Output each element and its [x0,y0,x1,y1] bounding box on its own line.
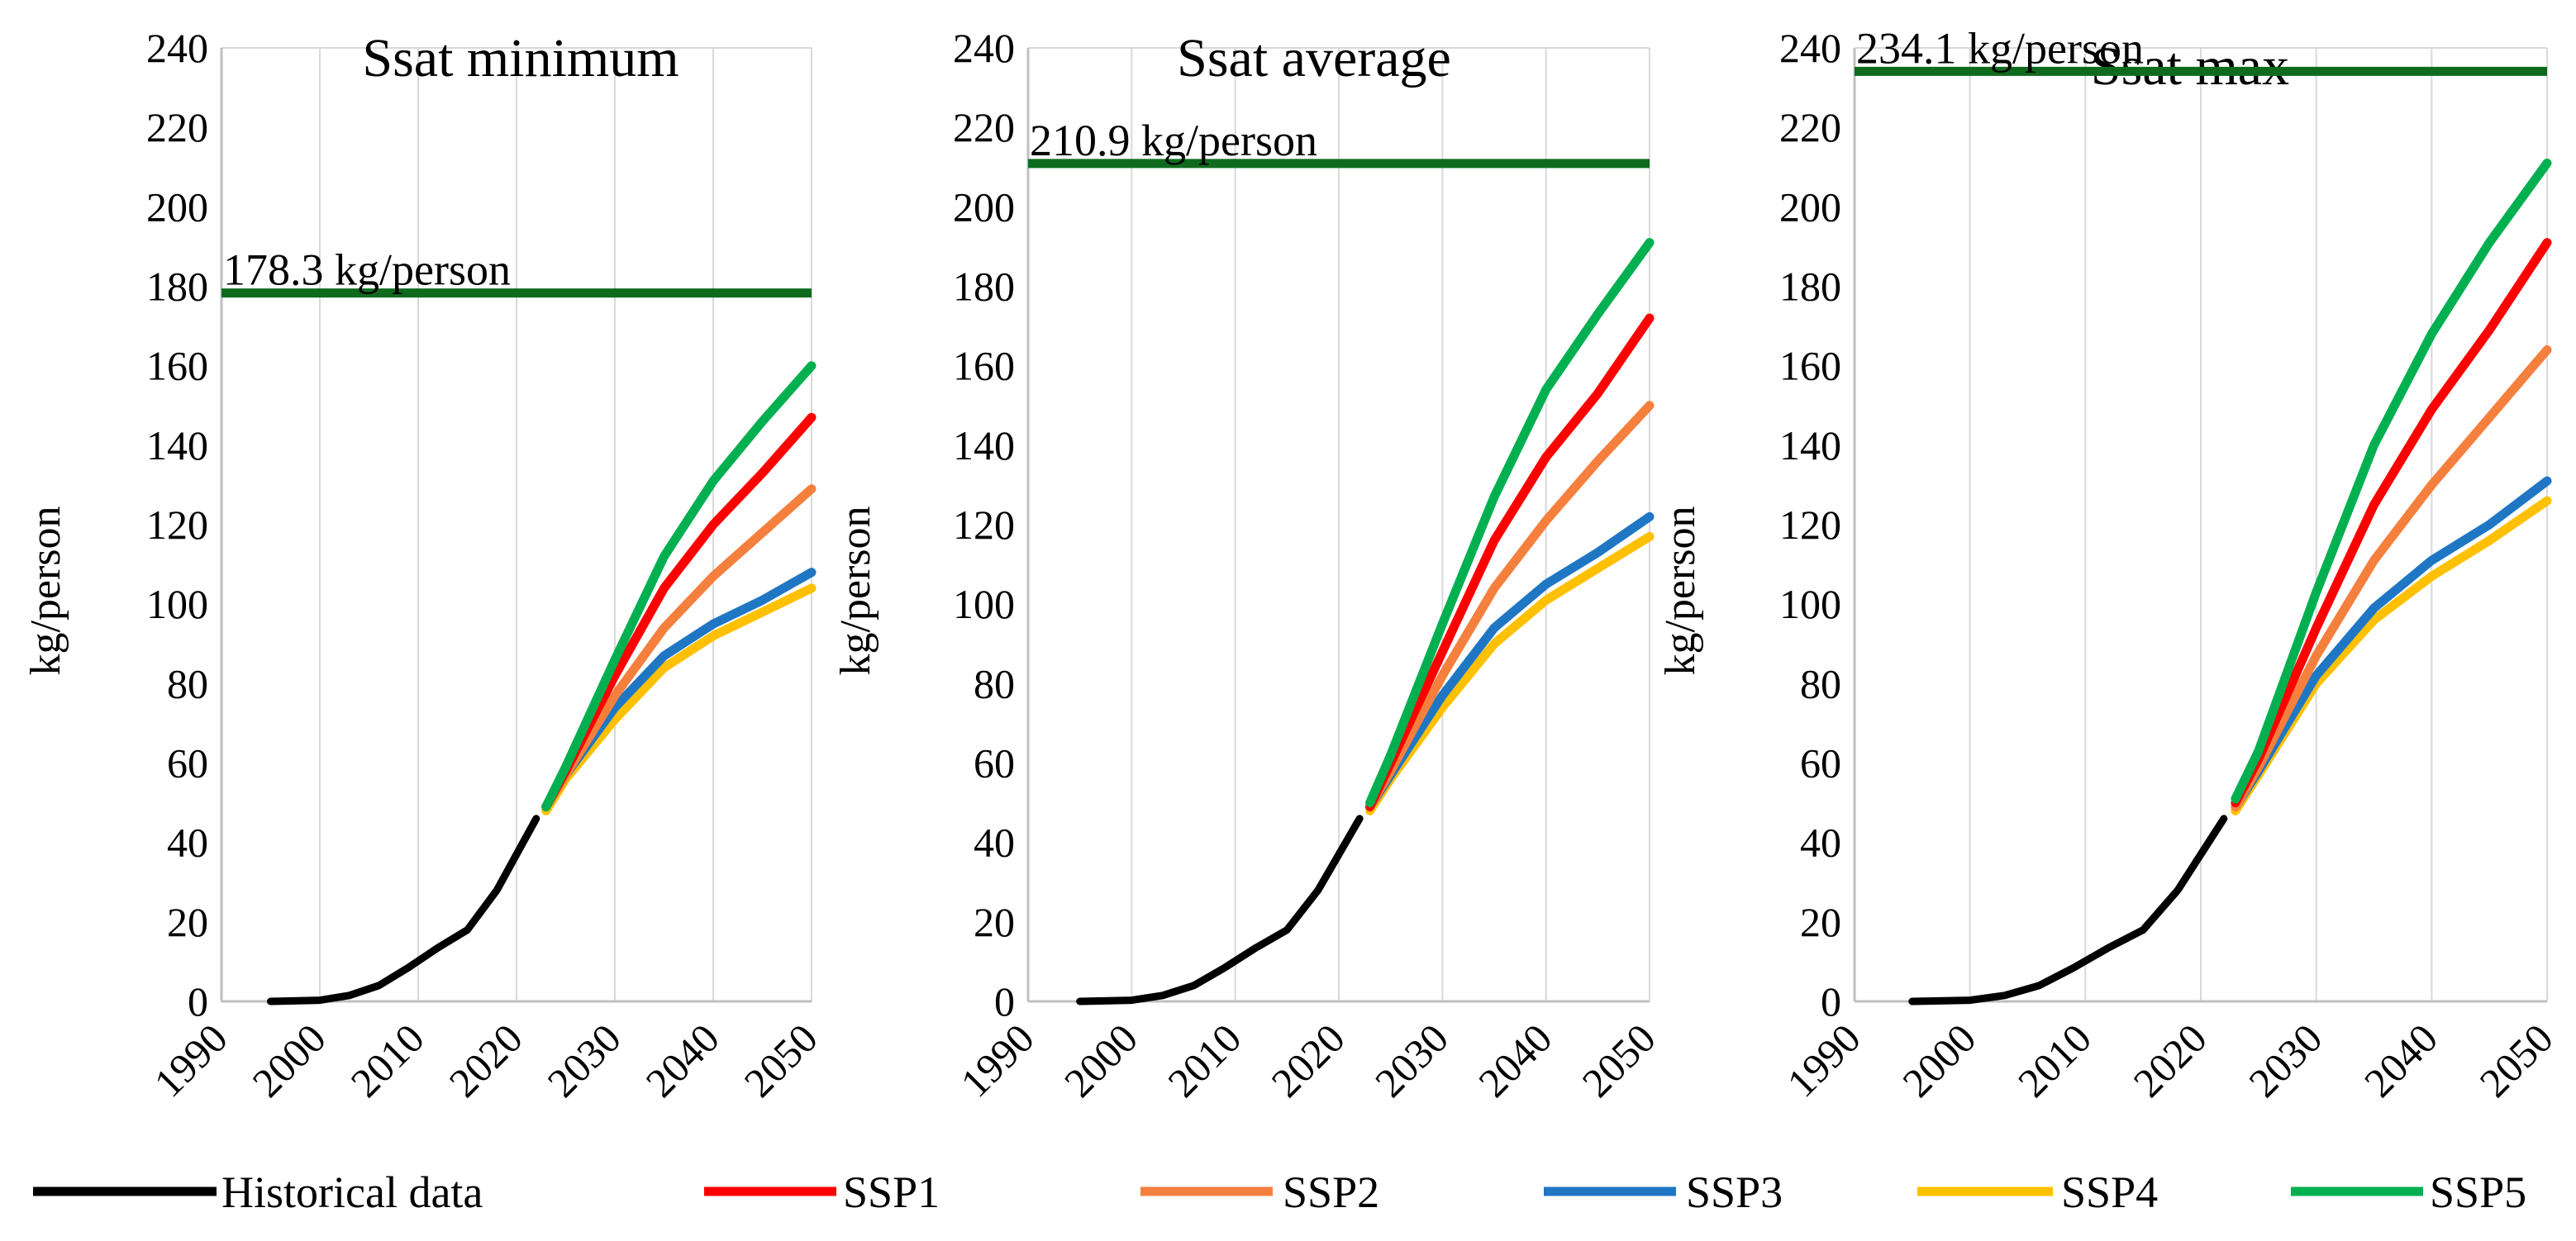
y-tick-label: 60 [167,740,208,787]
y-tick-label: 140 [146,422,208,468]
y-tick-label: 240 [146,25,208,71]
y-tick-label: 220 [953,104,1015,150]
y-tick-label: 40 [167,820,208,866]
series-line-historical [1908,815,2228,1006]
legend-label-historical: Historical data [221,1167,483,1217]
saturation-label: 178.3 kg/person [223,245,511,295]
legend-label-ssp2: SSP2 [1283,1167,1379,1217]
y-tick-label: 100 [1779,581,1841,627]
y-tick-label: 0 [1821,978,1841,1025]
legend-label-ssp1: SSP1 [843,1167,940,1217]
series-line-historical [1076,815,1364,1006]
saturation-label: 210.9 kg/person [1030,116,1317,165]
y-tick-label: 80 [167,660,208,706]
legend-label-ssp5: SSP5 [2430,1167,2526,1217]
y-tick-label: 20 [167,899,208,945]
y-tick-label: 200 [146,183,208,230]
legend-label-ssp4: SSP4 [2061,1167,2158,1217]
y-tick-label: 200 [953,183,1015,230]
y-tick-label: 180 [1779,264,1841,310]
y-tick-label: 100 [146,581,208,627]
y-tick-label: 40 [974,820,1015,866]
y-tick-label: 0 [994,978,1015,1025]
y-tick-label: 180 [146,264,208,310]
legend-label-ssp3: SSP3 [1686,1167,1783,1217]
series-line-ssp5 [1365,238,1655,808]
y-tick-label: 100 [953,581,1015,627]
y-tick-label: 220 [146,104,208,150]
saturation-label: 234.1 kg/person [1856,23,2144,73]
y-tick-label: 60 [1800,740,1841,787]
y-tick-label: 0 [188,978,208,1025]
y-tick-label: 120 [953,502,1015,548]
y-tick-label: 120 [1779,502,1841,548]
y-tick-label: 20 [1800,899,1841,945]
y-tick-label: 60 [974,740,1015,787]
y-tick-label: 80 [974,660,1015,706]
y-axis-title: kg/person [1657,506,1704,675]
series-line-ssp5 [2231,158,2552,804]
y-tick-label: 220 [1779,104,1841,150]
chart-title: Ssat max [2091,36,2289,97]
y-tick-label: 20 [974,899,1015,945]
series-line-historical [267,815,540,1006]
y-tick-label: 180 [953,264,1015,310]
y-tick-label: 160 [1779,343,1841,389]
y-tick-label: 160 [146,343,208,389]
legend: Historical data SSP1 SSP2 SSP3 SSP4 SSP5 [33,1167,2526,1217]
y-tick-label: 140 [953,422,1015,468]
y-axis-title: kg/person [22,506,69,675]
y-axis-title: kg/person [832,506,879,675]
y-tick-label: 200 [1779,183,1841,230]
y-tick-label: 40 [1800,820,1841,866]
chart-title: Ssat minimum [362,28,679,88]
y-tick-label: 160 [953,343,1015,389]
y-tick-label: 80 [1800,660,1841,706]
y-tick-label: 120 [146,502,208,548]
y-tick-label: 140 [1779,422,1841,468]
y-tick-label: 240 [1779,25,1841,71]
y-tick-label: 240 [953,25,1015,71]
series-line-ssp5 [541,361,817,811]
chart-title: Ssat average [1177,28,1451,88]
